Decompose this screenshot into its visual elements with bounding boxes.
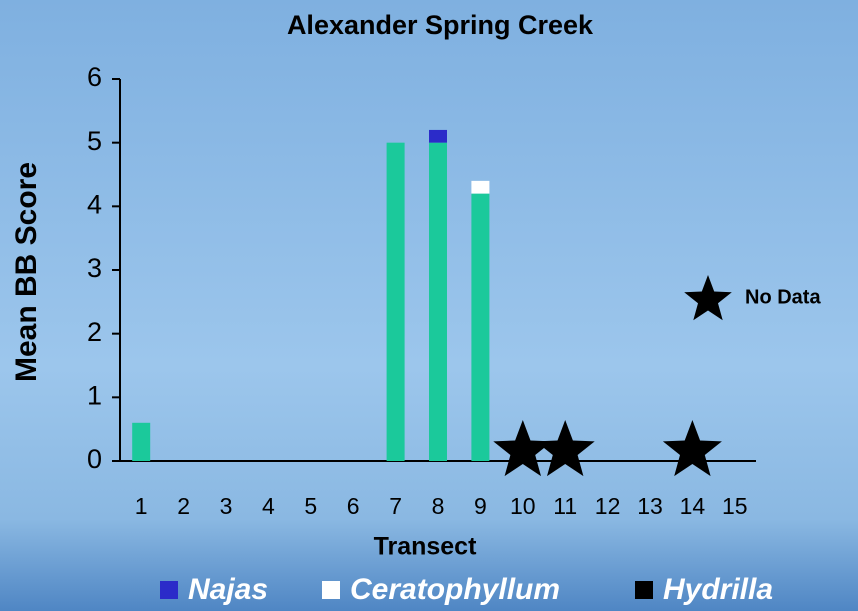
y-tick-label: 5 — [87, 126, 102, 156]
chart-title: Alexander Spring Creek — [287, 10, 594, 40]
bar-segment — [386, 142, 405, 461]
bar-segment — [471, 193, 490, 461]
x-tick-label: 13 — [637, 493, 663, 519]
x-tick-label: 4 — [262, 493, 275, 519]
no-data-star — [535, 420, 595, 477]
x-tick-label: 5 — [304, 493, 317, 519]
bar-segment — [429, 142, 447, 461]
x-tick-label: 6 — [347, 493, 360, 519]
no-data-star — [662, 420, 722, 477]
bar-segment — [471, 180, 490, 194]
y-tick-label: 6 — [87, 62, 102, 92]
no-data-star — [493, 420, 553, 477]
y-tick-label: 4 — [87, 189, 102, 219]
x-tick-label: 10 — [510, 493, 536, 519]
legend-swatch — [160, 581, 178, 599]
y-tick-label: 0 — [87, 444, 102, 474]
x-tick-label: 8 — [432, 493, 445, 519]
x-tick-label: 14 — [680, 493, 706, 519]
x-tick-label: 11 — [553, 493, 577, 519]
x-axis-label: Transect — [374, 533, 478, 561]
x-tick-label: 15 — [722, 493, 748, 519]
annotation: No Data — [745, 286, 821, 308]
legend-label: Ceratophyllum — [350, 573, 560, 606]
legend-swatch — [322, 581, 340, 599]
x-tick-label: 2 — [177, 493, 190, 519]
x-tick-label: 3 — [220, 493, 233, 519]
x-tick-label: 1 — [135, 493, 148, 519]
legend-label: Najas — [188, 573, 268, 606]
y-tick-label: 2 — [87, 317, 102, 347]
no-data-legend-star — [684, 275, 732, 321]
legend-label: Hydrilla — [663, 573, 773, 606]
x-tick-label: 12 — [595, 493, 621, 519]
y-tick-label: 3 — [87, 253, 102, 283]
y-tick-label: 1 — [87, 380, 102, 410]
x-tick-label: 7 — [389, 493, 402, 519]
x-tick-label: 9 — [474, 493, 487, 519]
bar-segment — [132, 422, 151, 461]
bar-segment — [429, 129, 447, 143]
legend-swatch — [635, 581, 653, 599]
y-axis-label: Mean BB Score — [10, 162, 43, 382]
